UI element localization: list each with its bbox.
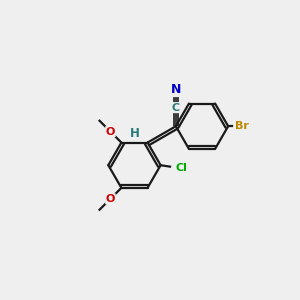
Text: C: C (172, 103, 180, 112)
Text: H: H (130, 127, 140, 140)
Text: Cl: Cl (176, 164, 188, 173)
Text: O: O (106, 194, 115, 204)
Text: O: O (106, 127, 115, 136)
Text: Br: Br (236, 121, 249, 131)
Text: N: N (171, 83, 181, 97)
